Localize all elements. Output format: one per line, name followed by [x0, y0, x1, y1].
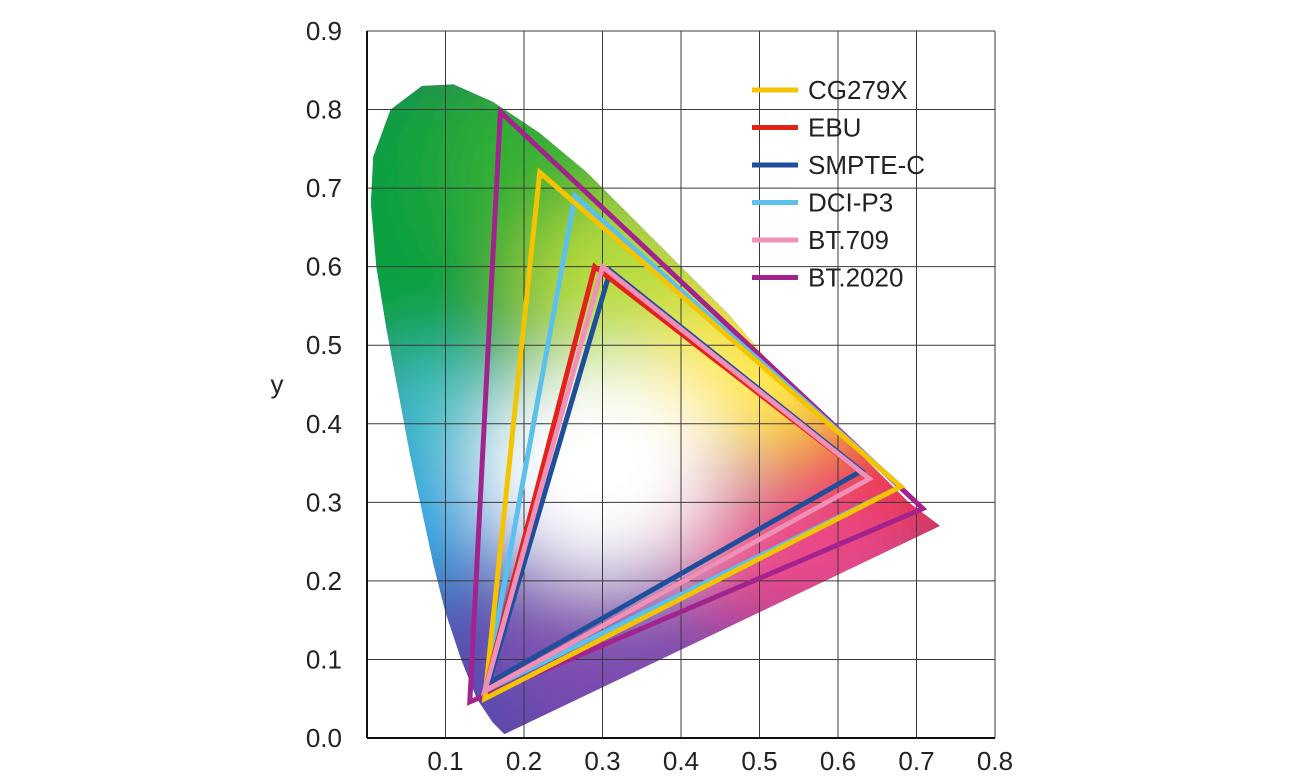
y-tick-label: 0.8: [306, 95, 342, 125]
legend-item-cg279x: CG279X: [752, 75, 908, 105]
x-tick-label: 0.5: [741, 746, 777, 776]
x-tick-label: 0.4: [663, 746, 699, 776]
legend-label: DCI-P3: [808, 188, 893, 218]
y-tick-label: 0.3: [306, 487, 342, 517]
x-tick-labels: 0.1 0.2 0.3 0.4 0.5 0.6 0.7 0.8: [427, 746, 1013, 776]
x-tick-label: 0.3: [584, 746, 620, 776]
y-tick-label: 0.2: [306, 566, 342, 596]
x-tick-label: 0.6: [820, 746, 856, 776]
x-tick-label: 0.7: [898, 746, 934, 776]
y-tick-label: 0.5: [306, 330, 342, 360]
legend-item-bt-709: BT.709: [752, 225, 889, 255]
legend-item-ebu: EBU: [752, 113, 861, 143]
legend-label: BT.709: [808, 225, 889, 255]
gamut-triangle-dci-p3: [481, 191, 906, 696]
legend-label: CG279X: [808, 75, 908, 105]
gamut-triangle-cg279x: [481, 167, 906, 704]
legend-item-smpte-c: SMPTE-C: [752, 150, 925, 180]
y-tick-label: 0.4: [306, 409, 342, 439]
y-tick-label: 0.9: [306, 16, 342, 46]
x-tick-label: 0.2: [506, 746, 542, 776]
legend-label: SMPTE-C: [808, 150, 925, 180]
x-tick-label: 0.8: [977, 746, 1013, 776]
legend-item-dci-p3: DCI-P3: [752, 188, 893, 218]
y-tick-labels: 0.0 0.1 0.2 0.3 0.4 0.5 0.6 0.7 0.8 0.9: [306, 16, 342, 753]
gamut-triangle-bt-709: [480, 262, 874, 696]
y-tick-label: 0.0: [306, 723, 342, 753]
y-axis-title: y: [271, 369, 284, 399]
legend-label: EBU: [808, 113, 861, 143]
y-tick-label: 0.6: [306, 252, 342, 282]
gamut-triangles: [467, 106, 928, 706]
y-tick-label: 0.1: [306, 644, 342, 674]
legend-label: BT.2020: [808, 263, 903, 293]
spectral-locus-area: [370, 84, 940, 735]
legend: CG279X EBU SMPTE-C DCI-P3 BT.709 BT.2020: [752, 75, 925, 293]
x-tick-label: 0.1: [427, 746, 463, 776]
legend-item-bt-2020: BT.2020: [752, 263, 903, 293]
y-tick-label: 0.7: [306, 173, 342, 203]
gamut-triangle-bt-2020: [467, 106, 928, 706]
